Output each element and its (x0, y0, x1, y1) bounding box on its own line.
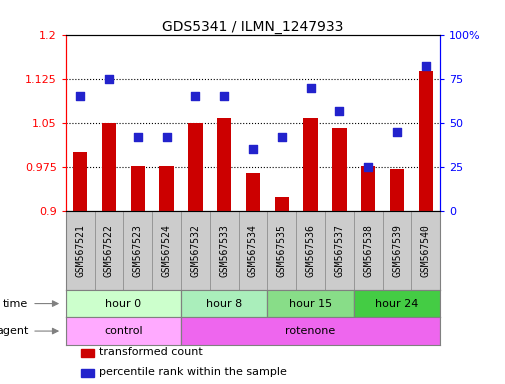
Text: control: control (104, 326, 142, 336)
Bar (360, 166, 375, 211)
Text: GSM567534: GSM567534 (247, 224, 258, 277)
Text: hour 24: hour 24 (375, 299, 418, 309)
Text: GSM567536: GSM567536 (305, 224, 315, 277)
Text: rotenone: rotenone (285, 326, 335, 336)
Text: GSM567538: GSM567538 (363, 224, 373, 277)
Bar (66, 290, 181, 317)
Point (220, 93, 228, 99)
Point (133, 134, 141, 140)
Point (335, 108, 343, 114)
Point (421, 63, 429, 70)
Text: GSM567539: GSM567539 (391, 224, 401, 277)
Point (76, 93, 84, 99)
Bar (130, 166, 145, 211)
Text: GSM567533: GSM567533 (219, 224, 229, 277)
Text: time: time (3, 299, 28, 309)
Bar (66, 317, 181, 345)
Text: hour 0: hour 0 (105, 299, 141, 309)
Text: transformed count: transformed count (99, 347, 203, 357)
Point (364, 164, 372, 170)
Bar (159, 166, 173, 211)
Bar (217, 118, 231, 211)
Bar (188, 123, 202, 211)
Point (392, 129, 400, 135)
Point (191, 93, 199, 99)
Text: percentile rank within the sample: percentile rank within the sample (99, 367, 287, 377)
Bar (418, 71, 432, 211)
Text: agent: agent (0, 326, 28, 336)
Point (277, 134, 285, 140)
Bar (267, 290, 353, 317)
Point (306, 84, 314, 91)
Title: GDS5341 / ILMN_1247933: GDS5341 / ILMN_1247933 (162, 20, 343, 33)
Bar (181, 290, 267, 317)
Point (162, 134, 170, 140)
Text: GSM567537: GSM567537 (334, 224, 344, 277)
Bar (332, 127, 346, 211)
Bar (81, 369, 94, 377)
Bar (274, 197, 288, 211)
Point (248, 146, 257, 152)
Text: GSM567524: GSM567524 (161, 224, 171, 277)
Bar (245, 173, 260, 211)
Text: GSM567532: GSM567532 (190, 224, 200, 277)
Bar (102, 123, 116, 211)
Text: GSM567535: GSM567535 (276, 224, 286, 277)
Text: GSM567521: GSM567521 (75, 224, 85, 277)
Bar (81, 349, 94, 357)
Bar (353, 290, 439, 317)
Text: GSM567540: GSM567540 (420, 224, 430, 277)
Text: GSM567523: GSM567523 (132, 224, 142, 277)
Bar (181, 317, 439, 345)
Point (105, 76, 113, 82)
Text: hour 8: hour 8 (206, 299, 242, 309)
Text: hour 15: hour 15 (288, 299, 331, 309)
Bar (303, 118, 317, 211)
Bar (73, 152, 87, 211)
Text: GSM567522: GSM567522 (104, 224, 114, 277)
Bar (389, 169, 403, 211)
